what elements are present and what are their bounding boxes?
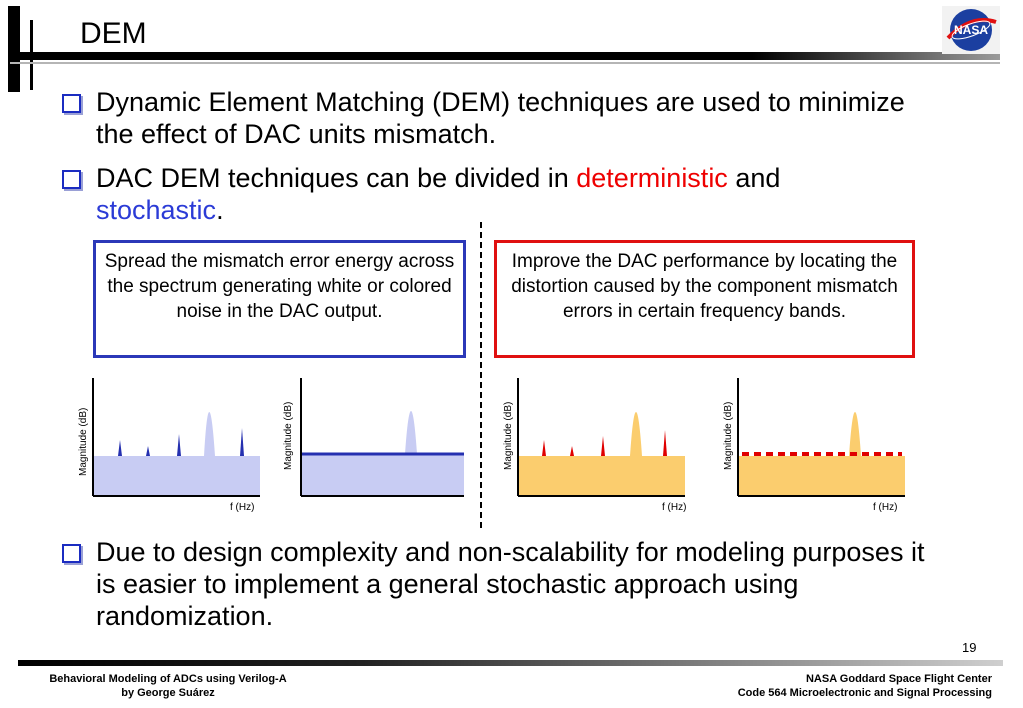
spectrum-plot [92,378,260,497]
y-axis-label: Magnitude (dB) [723,401,734,470]
nasa-logo-icon: NASA [942,6,1000,54]
checkbox-bullet-icon [62,94,81,113]
footer-left-line2: by George Suárez [121,687,215,699]
footer-right-line2: Code 564 Microelectronic and Signal Proc… [737,687,992,699]
checkbox-bullet-icon [62,544,81,563]
footer-right-line1: NASA Goddard Space Flight Center [805,673,992,685]
y-axis-label: Magnitude (dB) [78,407,89,476]
plot-deterministic-spurs [510,378,685,498]
plot-stochastic-flat [293,378,468,498]
bullet-3-text: Due to design complexity and non-scalabi… [96,537,925,631]
footer-rule [18,660,1003,666]
stochastic-term: stochastic [96,195,217,225]
y-axis-label: Magnitude (dB) [283,401,294,470]
deterministic-term: deterministic [576,163,728,193]
bullet-2-pre: DAC DEM techniques can be divided in [96,163,577,193]
dashed-divider [480,222,482,528]
plot-deterministic-shaped [730,378,905,498]
page-number: 19 [962,640,977,655]
y-axis-label: Magnitude (dB) [503,401,514,470]
footer-left: Behavioral Modeling of ADCs using Verilo… [18,672,318,700]
bullet-2-text: DAC DEM techniques can be divided in det… [96,162,936,226]
title-accent-bar [8,6,20,92]
logo-text: NASA [954,23,988,37]
checkbox-bullet-icon [62,170,81,189]
title-rule [10,52,1000,60]
plot-stochastic-white [85,378,260,498]
footer-left-line1: Behavioral Modeling of ADCs using Verilo… [49,673,287,685]
bullet-2-post: . [216,195,224,225]
footer-right: NASA Goddard Space Flight Center Code 56… [680,672,992,700]
bullet-2-mid: and [727,163,781,193]
slide-title: DEM [80,17,147,50]
x-axis-label: f (Hz) [230,502,255,513]
stochastic-description-box: Spread the mismatch error energy across … [93,240,466,358]
spectrum-plot [737,378,905,497]
x-axis-label: f (Hz) [662,502,687,513]
bullet-1-text: Dynamic Element Matching (DEM) technique… [96,87,905,149]
spectrum-plot [300,378,464,497]
x-axis-label: f (Hz) [873,502,898,513]
deterministic-description-box: Improve the DAC performance by locating … [494,240,915,358]
spectrum-plot [517,378,685,497]
title-rule-shadow [10,62,1000,64]
